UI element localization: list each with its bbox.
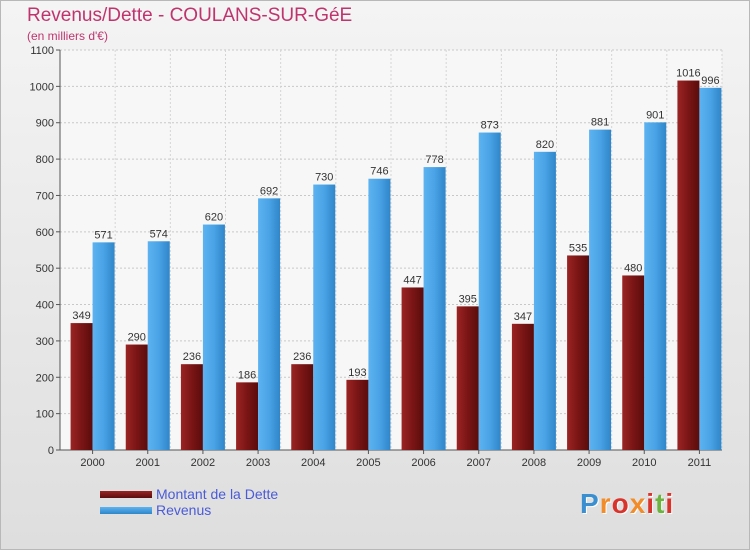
bar-revenus (478, 132, 501, 450)
x-tick-label: 2002 (191, 457, 215, 469)
data-label-debt: 535 (569, 242, 587, 254)
data-label-revenus: 901 (646, 109, 664, 121)
x-tick-label: 2010 (632, 457, 656, 469)
y-tick-label: 300 (36, 336, 54, 348)
data-label-debt: 236 (293, 351, 311, 363)
data-label-revenus: 746 (370, 166, 388, 178)
proxiti-logo: Proxiti (580, 488, 674, 520)
bar-debt (346, 379, 369, 450)
bar-revenus (533, 151, 556, 450)
x-tick-label: 2003 (246, 457, 270, 469)
bar-debt (291, 364, 314, 450)
data-label-revenus: 574 (150, 228, 168, 240)
legend-swatch-revenus (100, 506, 152, 514)
bar-revenus (258, 198, 281, 450)
y-tick-label: 600 (36, 227, 54, 239)
x-tick-label: 2004 (301, 457, 325, 469)
y-tick-label: 500 (36, 263, 54, 275)
bar-debt (401, 287, 424, 450)
y-tick-label: 1100 (30, 45, 54, 57)
axes: 0 100 200 300 400 500 600 700 800 900 1000 1100 2000… (30, 45, 722, 469)
bar-debt (622, 275, 645, 450)
x-tick-label: 2000 (80, 457, 104, 469)
legend: Montant de la Dette Revenus (100, 486, 278, 518)
legend-label-revenus: Revenus (156, 502, 212, 518)
legend-item-debt: Montant de la Dette (100, 486, 278, 502)
logo-letter: x (629, 488, 647, 519)
data-label-revenus: 730 (315, 172, 333, 184)
data-label-revenus: 692 (260, 185, 278, 197)
bar-revenus (202, 224, 225, 450)
logo-letter: r (599, 488, 612, 519)
x-tick-label: 2008 (522, 457, 546, 469)
data-label-debt: 290 (128, 332, 146, 344)
data-label-revenus: 620 (205, 212, 223, 224)
data-label-debt: 480 (624, 262, 642, 274)
data-label-revenus: 873 (481, 120, 499, 132)
bar-revenus (589, 129, 612, 451)
data-labels: 349 571 290 574 236 620 186 692 236 730 193 746 447 7… (72, 68, 719, 382)
bar-revenus (147, 241, 170, 450)
data-label-debt: 186 (238, 369, 256, 381)
x-tick-label: 2006 (411, 457, 435, 469)
y-tick-label: 400 (36, 300, 54, 312)
logo-letter: t (655, 488, 666, 519)
x-tick-label: 2007 (467, 457, 491, 469)
bar-revenus (699, 87, 722, 451)
chart-subtitle: (en milliers d'€) (27, 29, 108, 43)
x-tick-label: 2005 (356, 457, 380, 469)
logo-letter: i (665, 488, 675, 519)
y-tick-label: 700 (36, 190, 54, 202)
data-label-revenus: 996 (701, 75, 719, 87)
logo-letter: P (580, 488, 600, 519)
x-tick-label: 2009 (577, 457, 601, 469)
data-label-revenus: 820 (536, 139, 554, 151)
data-label-revenus: 778 (425, 154, 443, 166)
y-tick-label: 200 (36, 372, 54, 384)
x-tick-label: 2011 (688, 457, 712, 469)
logo-letter: o (611, 488, 630, 519)
bar-revenus (423, 167, 446, 450)
y-tick-label: 900 (36, 118, 54, 130)
x-tick-label: 2001 (136, 457, 160, 469)
bars (70, 80, 722, 451)
bar-debt (511, 323, 534, 450)
legend-label-debt: Montant de la Dette (156, 486, 279, 502)
bar-debt (180, 364, 203, 450)
bar-debt (567, 255, 590, 450)
logo-letter: i (646, 488, 656, 519)
bar-revenus (368, 178, 391, 450)
data-label-debt: 349 (72, 310, 90, 322)
data-label-revenus: 571 (94, 229, 112, 241)
data-label-debt: 395 (459, 293, 477, 305)
bar-debt (236, 382, 259, 450)
y-tick-label: 1000 (30, 81, 54, 93)
chart-title: Revenus/Dette - COULANS-SUR-GéE (27, 5, 353, 26)
data-label-debt: 236 (183, 351, 201, 363)
bar-revenus (644, 122, 667, 450)
data-label-debt: 347 (514, 311, 532, 323)
y-tick-label: 100 (36, 409, 54, 421)
data-label-debt: 447 (403, 274, 421, 286)
y-tick-label: 800 (36, 154, 54, 166)
bar-debt (677, 80, 700, 450)
bar-debt (456, 306, 479, 450)
grid-lines (59, 49, 723, 451)
data-label-revenus: 881 (591, 117, 609, 129)
y-tick-label: 0 (48, 445, 54, 457)
legend-swatch-debt (100, 490, 152, 498)
data-label-debt: 1016 (676, 68, 700, 80)
bar-debt (70, 323, 93, 450)
data-label-debt: 193 (348, 367, 366, 379)
legend-item-revenus: Revenus (100, 502, 278, 518)
bar-debt (125, 344, 148, 450)
bar-revenus (92, 242, 115, 450)
bar-revenus (313, 184, 336, 450)
